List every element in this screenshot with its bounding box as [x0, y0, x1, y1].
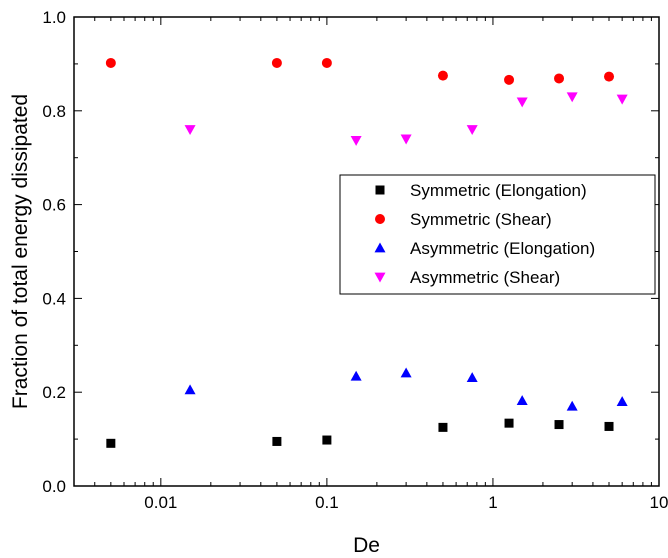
x-axis-title: De: [353, 534, 380, 557]
legend-marker: [375, 214, 385, 224]
data-point: [554, 73, 565, 84]
legend-label: Symmetric (Shear): [410, 210, 552, 229]
data-point: [184, 384, 196, 395]
data-point: [184, 125, 196, 136]
legend-marker: [374, 242, 386, 253]
data-point: [437, 70, 448, 81]
y-tick-label: 0.6: [42, 196, 66, 215]
data-point: [400, 134, 412, 145]
legend-box: [339, 174, 656, 295]
data-point: [516, 395, 528, 406]
y-tick-label: 0.0: [42, 477, 66, 496]
data-point: [400, 367, 412, 378]
data-point: [566, 400, 578, 411]
data-point: [604, 71, 615, 82]
data-points: [105, 57, 628, 448]
data-point: [566, 92, 578, 103]
data-point: [516, 97, 528, 108]
data-point: [504, 74, 515, 85]
data-point: [350, 135, 362, 146]
x-tick-label: 0.1: [315, 493, 339, 512]
x-tick-label: 10: [650, 493, 668, 512]
data-point: [504, 418, 514, 428]
data-point: [466, 372, 478, 383]
data-point: [105, 57, 116, 68]
x-tick-label: 0.01: [144, 493, 177, 512]
legend-marker: [375, 185, 385, 195]
data-point: [350, 370, 362, 381]
y-tick-label: 0.4: [42, 289, 66, 308]
data-point: [604, 421, 614, 431]
legend-label: Asymmetric (Shear): [410, 268, 560, 287]
data-point: [106, 438, 116, 448]
legend-label: Symmetric (Elongation): [410, 181, 587, 200]
x-tick-label: 1: [488, 493, 497, 512]
legend-marker: [374, 272, 386, 283]
data-point: [271, 57, 282, 68]
data-point: [322, 435, 332, 445]
y-axis-ticks: 0.0 0.2 0.4 0.6 0.8 1.0: [42, 8, 659, 496]
data-point: [616, 94, 628, 105]
data-point: [616, 396, 628, 406]
data-point: [438, 422, 448, 432]
data-point: [272, 436, 282, 446]
y-axis-title: Fraction of total energy dissipated: [9, 94, 32, 409]
y-tick-label: 0.8: [42, 102, 66, 121]
x-axis-ticks: 0.01 0.1 1 10: [73, 17, 668, 512]
y-tick-label: 0.2: [42, 383, 66, 402]
legend-label: Asymmetric (Elongation): [410, 239, 595, 258]
y-tick-label: 1.0: [42, 8, 66, 27]
data-point: [466, 125, 478, 136]
data-point: [321, 57, 332, 68]
legend: Symmetric (Elongation) Symmetric (Shear) A…: [339, 174, 656, 295]
data-point: [554, 420, 564, 430]
